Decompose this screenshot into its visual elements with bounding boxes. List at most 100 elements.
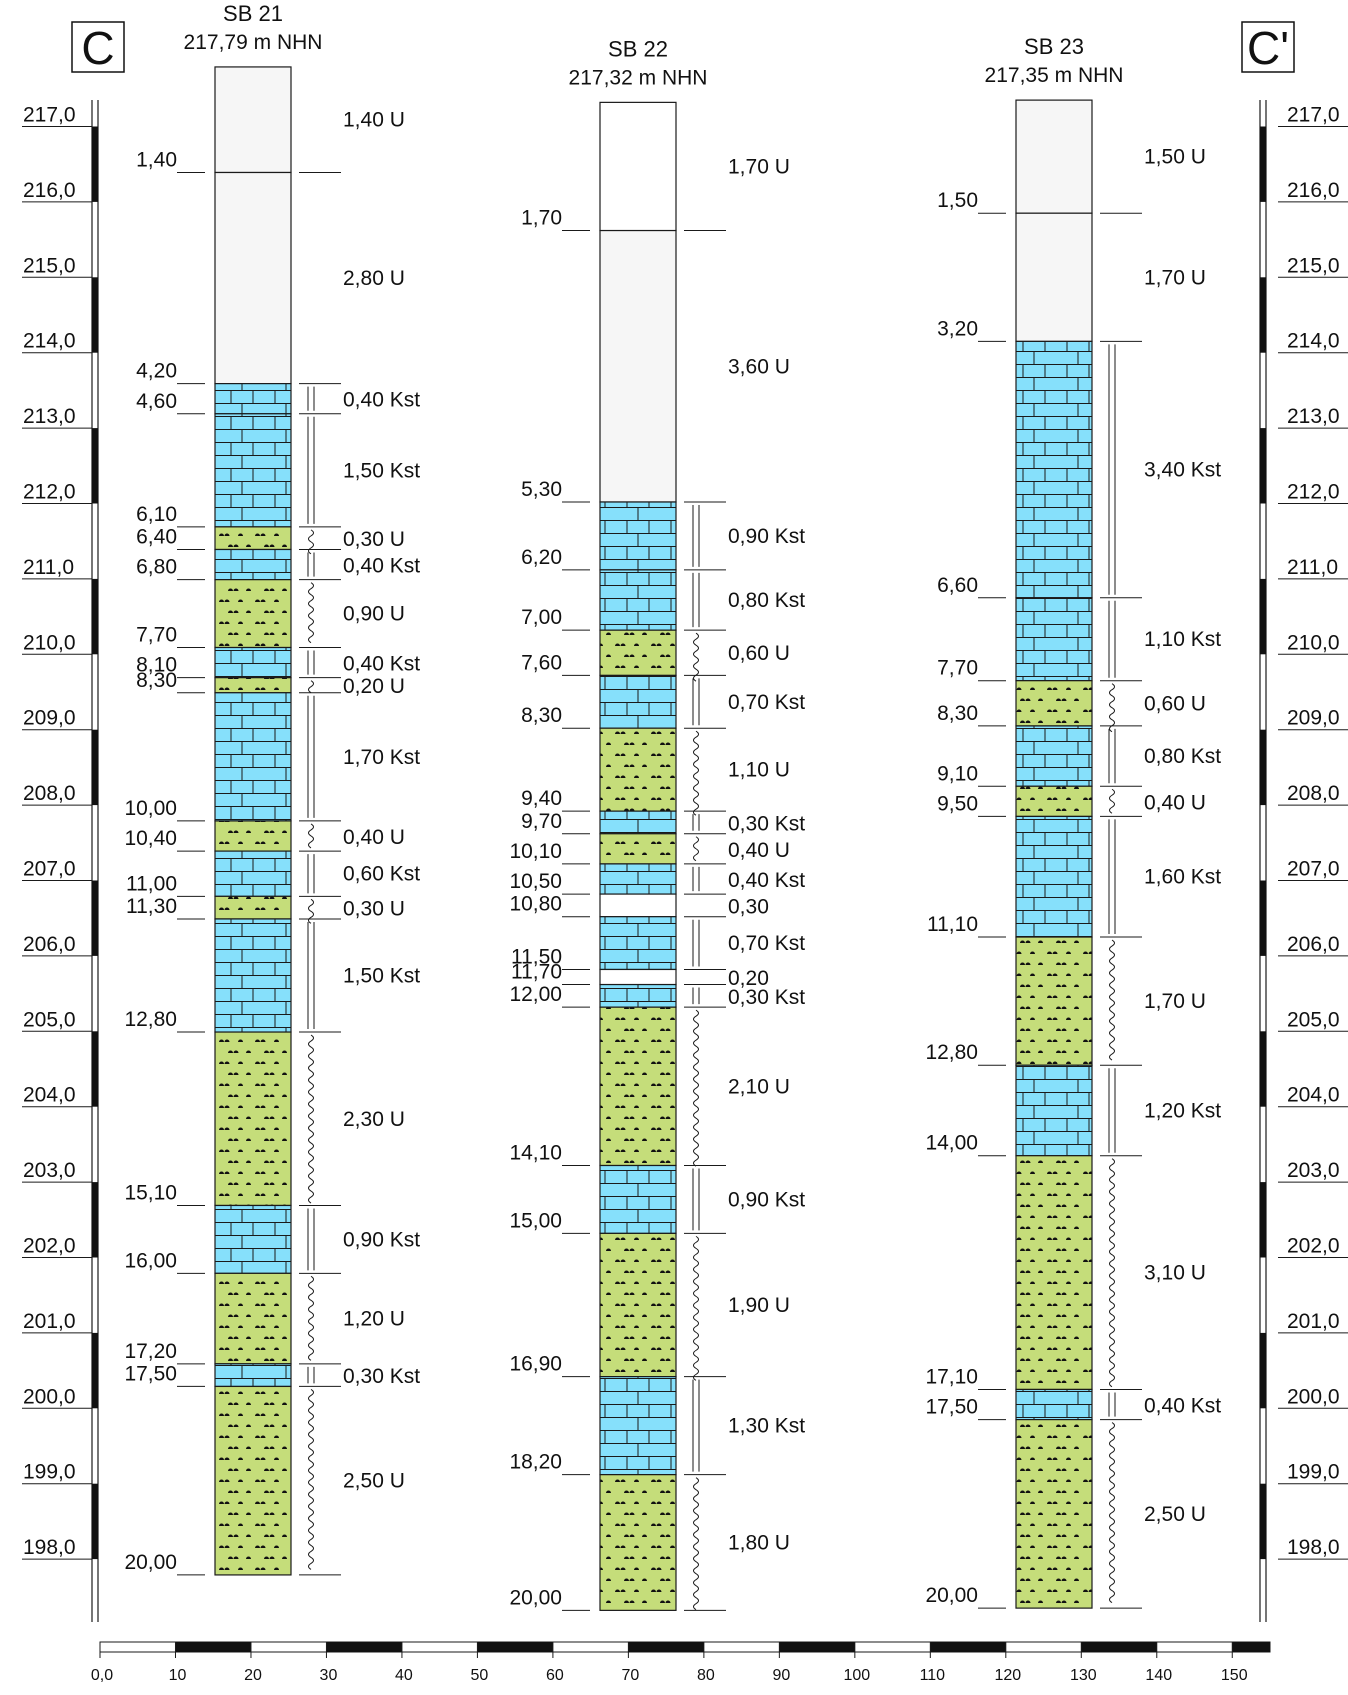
depth-label: 16,00: [124, 1249, 177, 1272]
section-marker-end: C': [1241, 21, 1295, 74]
depth-label: 17,50: [124, 1362, 177, 1385]
lithology-symbol-clay: [693, 836, 699, 862]
layer-U: [1015, 1419, 1093, 1609]
lithology-symbol-clay: [1109, 1422, 1115, 1604]
thickness-label: 0,40 U: [728, 839, 790, 862]
layer-Kst: [599, 501, 677, 571]
thickness-label: 0,30 U: [343, 528, 405, 551]
axis-segment-black: [1260, 277, 1266, 353]
lithology-symbol-clay: [308, 529, 314, 555]
axis-segment-black: [92, 277, 98, 353]
depth-label: 20,00: [124, 1551, 177, 1574]
depth-label: 8,30: [937, 702, 978, 725]
thickness-label: 1,90 U: [728, 1294, 790, 1317]
thickness-label: 2,10 U: [728, 1075, 790, 1098]
layer-U: [214, 1031, 292, 1207]
axis-label: 203,0: [1287, 1159, 1340, 1182]
layer-Kst: [1015, 597, 1093, 682]
axis-segment-black: [1260, 126, 1266, 202]
thickness-label: 0,30 Kst: [343, 1365, 420, 1388]
axis-label: 200,0: [1287, 1385, 1340, 1408]
lithology-symbol-clay: [693, 730, 699, 816]
thickness-label: 0,90 Kst: [728, 525, 805, 548]
scale-segment-black: [930, 1642, 1006, 1652]
depth-label: 1,70: [521, 207, 562, 230]
thickness-label: 1,20 Kst: [1144, 1099, 1221, 1122]
scale-segment-black: [628, 1642, 704, 1652]
axis-label: 215,0: [1287, 254, 1340, 277]
scale-segment-black: [1232, 1642, 1270, 1652]
layer-Kst: [214, 548, 292, 581]
scale-label: 150: [1221, 1667, 1248, 1684]
layer-U: [599, 1232, 677, 1378]
thickness-label: 1,50 Kst: [343, 965, 420, 988]
axis-segment-black: [92, 1031, 98, 1107]
thickness-label: 0,60 U: [1144, 692, 1206, 715]
depth-label: 3,20: [937, 317, 978, 340]
thickness-label: 2,50 U: [1144, 1503, 1206, 1526]
axis-label: 217,0: [1287, 104, 1340, 127]
axis-label: 214,0: [23, 330, 76, 353]
depth-label: 7,00: [521, 606, 562, 629]
depth-label: 10,10: [509, 840, 562, 863]
layer-Kst: [1015, 725, 1093, 787]
thickness-label: 1,50 U: [1144, 146, 1206, 169]
layer-U: [214, 1385, 292, 1576]
thickness-label: 0,40 Kst: [1144, 1395, 1221, 1418]
borehole-sb-23: SB 23 217,35 m NHN 1,50 1,50 U 3,20 1,70 U 6,6…: [925, 34, 1221, 1609]
depth-label: 6,80: [136, 556, 177, 579]
axis-segment-black: [92, 1332, 98, 1409]
layer-Kst: [214, 850, 292, 897]
axis-segment-black: [1260, 729, 1266, 806]
scale-label: 110: [920, 1667, 946, 1684]
scale-label: 50: [471, 1667, 489, 1684]
depth-label: 7,60: [521, 651, 562, 674]
axis-label: 206,0: [23, 933, 76, 956]
scale-segment-black: [779, 1642, 855, 1652]
axis-label: 204,0: [23, 1084, 76, 1107]
thickness-label: 1,10 U: [728, 759, 790, 782]
axis-segment-black: [1260, 880, 1266, 956]
depth-label: 8,10: [136, 654, 177, 677]
lithology-symbol-clay: [693, 1477, 699, 1611]
layer-U: [214, 579, 292, 649]
depth-label: 1,40: [136, 148, 177, 171]
depth-label: 4,20: [136, 360, 177, 383]
layer-Kst: [214, 1204, 292, 1274]
thickness-label: 1,80 U: [728, 1532, 790, 1555]
depth-label: 8,30: [136, 669, 177, 692]
lithology-symbol-clay: [308, 898, 314, 924]
axis-segment-black: [92, 880, 98, 956]
axis-segment-black: [1260, 578, 1266, 655]
thickness-label: 1,40 U: [343, 109, 405, 132]
axis-segment-black: [92, 428, 98, 504]
axis-label: 207,0: [23, 858, 76, 881]
scale-label: 100: [843, 1667, 870, 1684]
depth-label: 6,20: [521, 546, 562, 569]
lithology-symbol-clay: [1109, 939, 1115, 1061]
depth-label: 4,60: [136, 390, 177, 413]
layer-fill: [599, 229, 677, 503]
scale-segment-black: [175, 1642, 251, 1652]
axis-segment-black: [92, 729, 98, 806]
axis-label: 201,0: [23, 1310, 76, 1333]
axis-label: 198,0: [23, 1536, 76, 1559]
depth-label: 15,10: [124, 1181, 177, 1204]
depth-label: 17,20: [124, 1340, 177, 1363]
layer-fill: [1015, 99, 1093, 214]
depth-label: 11,00: [126, 872, 177, 895]
depth-label: 10,00: [124, 797, 177, 820]
layer-U: [1015, 680, 1093, 727]
layer-Kst: [214, 646, 292, 679]
scale-label: 80: [697, 1667, 715, 1684]
axis-label: 205,0: [1287, 1008, 1340, 1031]
lithology-symbol-clay: [693, 632, 699, 682]
depth-label: 1,50: [937, 189, 978, 212]
layer-fill: [214, 171, 292, 385]
axis-label: 210,0: [1287, 631, 1340, 654]
axis-label: 212,0: [1287, 481, 1340, 504]
lithology-symbol-clay: [693, 1009, 699, 1167]
scale-label: 20: [244, 1667, 262, 1684]
axis-label: 207,0: [1287, 858, 1340, 881]
